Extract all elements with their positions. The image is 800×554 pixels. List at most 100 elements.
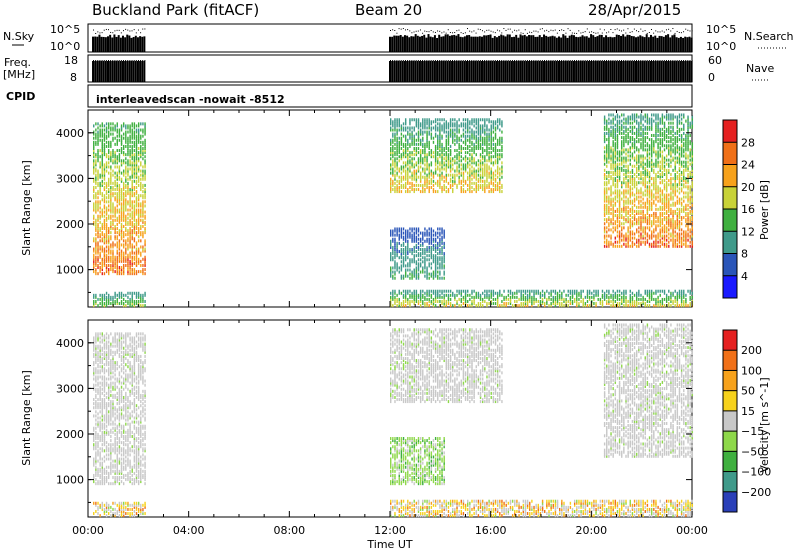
power-point bbox=[494, 177, 497, 181]
power-point bbox=[396, 171, 398, 175]
power-point bbox=[133, 229, 136, 233]
noise-search-dot bbox=[546, 29, 548, 31]
power-point bbox=[137, 165, 140, 169]
noise-search-dot bbox=[432, 31, 434, 33]
power-point bbox=[623, 131, 625, 135]
power-point bbox=[402, 151, 405, 155]
power-point bbox=[118, 190, 121, 194]
power-point bbox=[415, 163, 418, 167]
power-point bbox=[563, 299, 565, 303]
power-point bbox=[614, 185, 617, 189]
nave-dot bbox=[580, 60, 582, 61]
power-point bbox=[394, 124, 396, 128]
power-point bbox=[586, 289, 589, 293]
power-point bbox=[437, 231, 439, 235]
power-point bbox=[140, 153, 142, 157]
power-point bbox=[623, 207, 625, 211]
nave-dot bbox=[603, 60, 605, 61]
power-point bbox=[131, 124, 133, 128]
power-point bbox=[394, 243, 396, 247]
power-point bbox=[689, 295, 691, 299]
power-point bbox=[614, 291, 617, 295]
power-point bbox=[411, 153, 413, 157]
power-point bbox=[614, 228, 617, 232]
power-point bbox=[439, 227, 441, 231]
power-point bbox=[621, 226, 623, 230]
power-point bbox=[110, 222, 112, 226]
power-point bbox=[118, 251, 121, 255]
power-point bbox=[445, 124, 448, 128]
power-point bbox=[608, 234, 610, 238]
power-point bbox=[614, 244, 617, 248]
power-point bbox=[612, 129, 614, 133]
power-point bbox=[554, 297, 557, 301]
power-point bbox=[492, 126, 495, 130]
power-point bbox=[608, 172, 610, 176]
power-point bbox=[133, 261, 136, 265]
power-point bbox=[445, 163, 448, 167]
power-point bbox=[441, 161, 443, 165]
power-point bbox=[105, 268, 108, 272]
power-point bbox=[621, 207, 623, 211]
power-point bbox=[616, 133, 619, 137]
power-point bbox=[122, 214, 125, 218]
power-point bbox=[95, 140, 97, 144]
power-point bbox=[621, 152, 623, 156]
power-point bbox=[537, 299, 540, 303]
power-point bbox=[612, 156, 614, 160]
power-point bbox=[616, 181, 619, 185]
power-point bbox=[627, 201, 629, 205]
power-point bbox=[616, 119, 619, 123]
power-point bbox=[129, 136, 131, 140]
nave-dot bbox=[584, 60, 586, 61]
power-point bbox=[608, 160, 610, 164]
power-point bbox=[419, 291, 422, 295]
power-point bbox=[129, 134, 131, 138]
power-point bbox=[135, 218, 138, 222]
power-point bbox=[631, 230, 634, 234]
power-point bbox=[417, 245, 420, 249]
power-point bbox=[140, 251, 142, 255]
power-point bbox=[492, 163, 495, 167]
power-point bbox=[411, 159, 413, 163]
nave-dot bbox=[452, 60, 454, 61]
power-point bbox=[618, 195, 621, 199]
power-point bbox=[114, 218, 116, 222]
power-point bbox=[97, 297, 99, 301]
power-point bbox=[116, 251, 118, 255]
power-point bbox=[101, 157, 103, 161]
power-point bbox=[394, 165, 396, 169]
power-point bbox=[479, 138, 482, 142]
power-point bbox=[477, 169, 480, 173]
power-point bbox=[127, 188, 129, 192]
power-point bbox=[479, 175, 482, 179]
nave-dot bbox=[573, 60, 575, 61]
power-point bbox=[445, 151, 448, 155]
power-point bbox=[118, 138, 121, 142]
power-point bbox=[131, 173, 133, 177]
power-point bbox=[606, 207, 608, 211]
power-point bbox=[396, 165, 398, 169]
power-point bbox=[127, 144, 129, 148]
power-point bbox=[411, 142, 413, 146]
power-point bbox=[603, 136, 606, 140]
power-point bbox=[443, 256, 445, 260]
power-point bbox=[125, 216, 127, 220]
power-point bbox=[390, 140, 392, 144]
power-point bbox=[488, 167, 490, 171]
nave-dot bbox=[552, 60, 554, 61]
power-point bbox=[627, 244, 629, 248]
power-point bbox=[97, 272, 99, 276]
nave-dot bbox=[650, 60, 652, 61]
power-point bbox=[99, 268, 101, 272]
power-point bbox=[678, 304, 681, 308]
power-point bbox=[573, 291, 576, 295]
power-point bbox=[618, 211, 621, 215]
power-point bbox=[108, 181, 110, 185]
power-point bbox=[488, 151, 490, 155]
noise-search-dot bbox=[676, 30, 678, 32]
power-point bbox=[447, 190, 450, 194]
power-point bbox=[552, 299, 554, 303]
power-point bbox=[618, 240, 621, 244]
power-point bbox=[430, 247, 433, 251]
